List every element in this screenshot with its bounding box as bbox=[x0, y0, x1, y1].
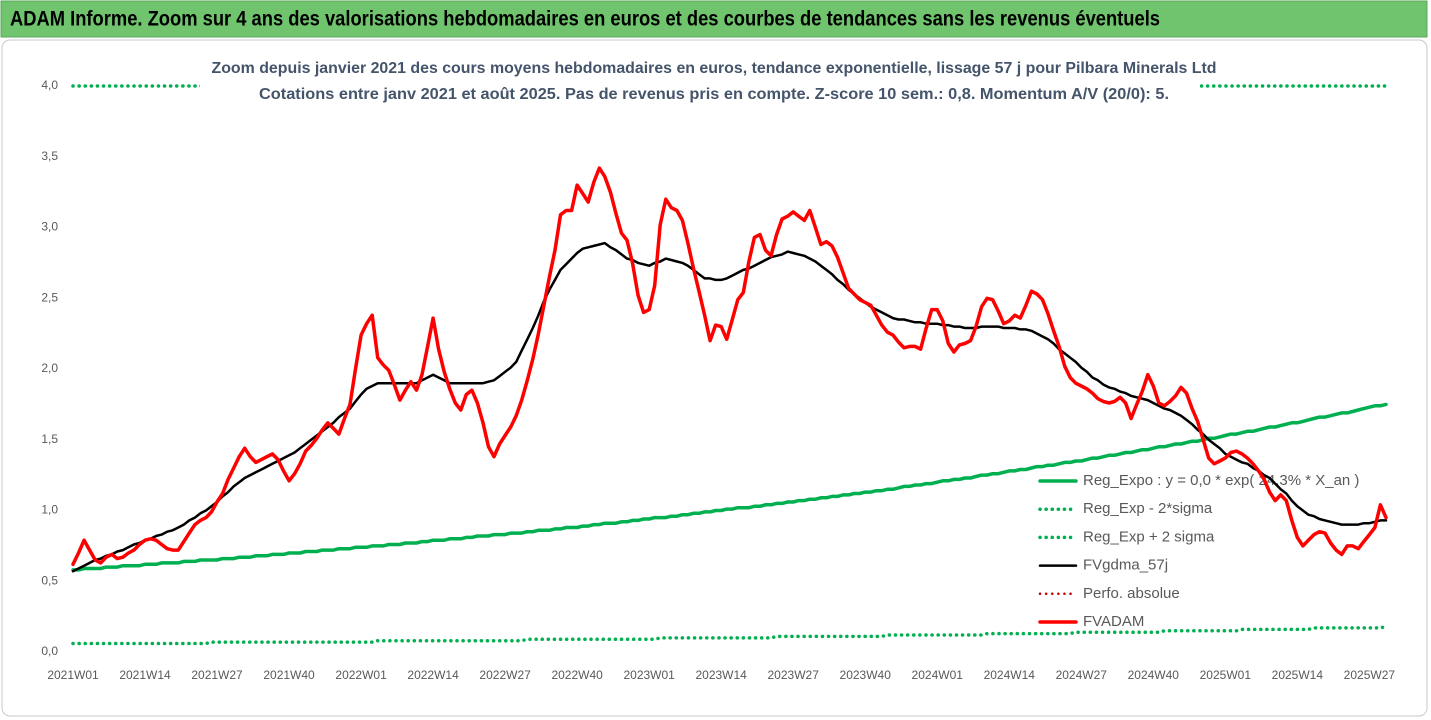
x-tick-label: 2024W01 bbox=[912, 668, 964, 682]
y-tick-label: 3,0 bbox=[41, 220, 58, 234]
x-tick-label: 2021W40 bbox=[263, 668, 315, 682]
x-tick-label: 2025W14 bbox=[1272, 668, 1324, 682]
x-tick-label: 2024W14 bbox=[984, 668, 1036, 682]
legend-label: Reg_Exp + 2 sigma bbox=[1083, 528, 1215, 545]
y-tick-label: 1,0 bbox=[41, 503, 58, 517]
x-tick-label: 2023W27 bbox=[768, 668, 820, 682]
x-tick-label: 2024W40 bbox=[1128, 668, 1180, 682]
legend-label: Reg_Exp - 2*sigma bbox=[1083, 500, 1213, 517]
x-tick-label: 2021W27 bbox=[191, 668, 243, 682]
series-line bbox=[71, 402, 1388, 572]
chart-frame bbox=[1, 39, 1428, 717]
y-tick-label: 3,5 bbox=[41, 149, 58, 163]
legend-label: Perfo. absolue bbox=[1083, 585, 1180, 602]
series-line bbox=[71, 166, 1388, 567]
x-tick-label: 2022W27 bbox=[479, 668, 531, 682]
subtitle-line: Zoom depuis janvier 2021 des cours moyen… bbox=[212, 60, 1217, 77]
legend-label: Reg_Expo : y = 0,0 * exp( 24,3% * X_an ) bbox=[1083, 472, 1359, 489]
x-tick-label: 2021W14 bbox=[119, 668, 171, 682]
x-tick-label: 2024W27 bbox=[1056, 668, 1108, 682]
x-tick-label: 2025W27 bbox=[1344, 668, 1396, 682]
x-tick-label: 2023W14 bbox=[695, 668, 747, 682]
x-tick-label: 2023W40 bbox=[840, 668, 892, 682]
y-tick-label: 0,5 bbox=[41, 573, 58, 587]
y-tick-label: 2,5 bbox=[41, 290, 58, 304]
x-tick-label: 2021W01 bbox=[47, 668, 99, 682]
chart-title: ADAM Informe. Zoom sur 4 ans des valoris… bbox=[10, 8, 1160, 31]
y-tick-label: 4,0 bbox=[41, 78, 58, 92]
x-tick-label: 2025W01 bbox=[1200, 668, 1252, 682]
series-line bbox=[71, 241, 1388, 573]
legend-label: FVADAM bbox=[1083, 613, 1144, 630]
x-tick-label: 2022W40 bbox=[551, 668, 603, 682]
x-tick-label: 2023W01 bbox=[623, 668, 675, 682]
header-bar bbox=[0, 0, 1428, 38]
y-tick-label: 2,0 bbox=[41, 361, 58, 375]
y-tick-label: 1,5 bbox=[41, 432, 58, 446]
x-tick-label: 2022W01 bbox=[335, 668, 387, 682]
x-tick-label: 2022W14 bbox=[407, 668, 459, 682]
subtitle-line: Cotations entre janv 2021 et août 2025. … bbox=[259, 86, 1169, 103]
series-line bbox=[71, 624, 1388, 646]
legend-label: FVgdma_57j bbox=[1083, 557, 1168, 574]
subtitle-box bbox=[200, 55, 1200, 105]
y-tick-label: 0,0 bbox=[41, 644, 58, 658]
